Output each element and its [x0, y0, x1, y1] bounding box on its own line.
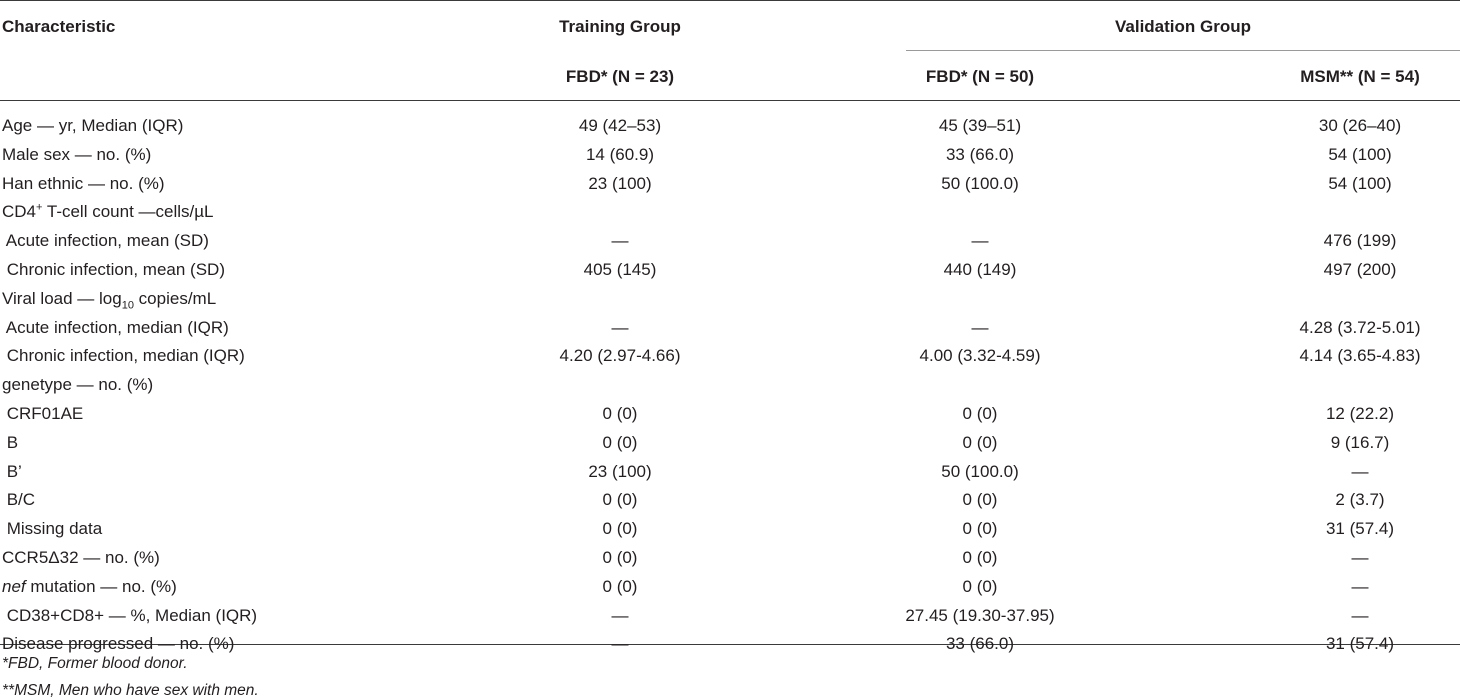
row-value-v3: 54 (100): [1328, 144, 1392, 164]
row-value-v2: 50 (100.0): [941, 461, 1019, 481]
row-label: Acute infection, mean (SD): [2, 231, 209, 251]
row-value-v1: 0 (0): [602, 548, 638, 567]
header-col-training-fbd: FBD* (N = 23): [565, 67, 675, 86]
row-value-v2: 0 (0): [962, 548, 998, 567]
header-col-validation-msm: MSM** (N = 54): [1300, 67, 1420, 86]
row-value-v3: —: [1351, 461, 1369, 481]
row-value-v1: —: [611, 605, 629, 625]
row-label: genetype — no. (%): [2, 375, 154, 395]
row-value-v3: 4.14 (3.65-4.83): [1299, 346, 1421, 366]
row-value-v1: —: [611, 317, 629, 337]
row-value-v1: —: [611, 231, 629, 251]
row-value-v3: —: [1351, 576, 1369, 596]
row-label: nef mutation — no. (%): [2, 576, 177, 596]
footnote-msm: **MSM, Men who have sex with men.: [2, 682, 259, 699]
row-value-v1: —: [611, 634, 629, 654]
row-label: CRF01AE: [2, 404, 84, 423]
row-value-v2: 440 (149): [943, 260, 1017, 279]
row-label: Viral load — log10 copies/mL: [2, 288, 217, 312]
row-value-v3: 476 (199): [1323, 231, 1397, 251]
row-value-v2: 0 (0): [962, 432, 998, 452]
row-value-v2: 0 (0): [962, 519, 998, 539]
row-value-v1: 0 (0): [602, 404, 638, 423]
row-value-v3: 12 (22.2): [1325, 404, 1395, 423]
row-value-v2: 4.00 (3.32-4.59): [919, 346, 1041, 366]
row-value-v3: 497 (200): [1323, 260, 1397, 279]
row-value-v1: 4.20 (2.97-4.66): [559, 346, 681, 366]
row-label: CCR5Δ32 — no. (%): [2, 548, 160, 567]
row-value-v3: 4.28 (3.72-5.01): [1299, 317, 1421, 337]
header-col-validation-fbd: FBD* (N = 50): [925, 67, 1035, 86]
footnote-fbd: *FBD, Former blood donor.: [2, 655, 188, 672]
row-value-v2: —: [971, 317, 989, 337]
row-value-v2: 50 (100.0): [941, 173, 1019, 193]
row-value-v3: 2 (3.7): [1335, 490, 1385, 510]
row-label: CD38+CD8+ — %, Median (IQR): [2, 605, 258, 625]
row-value-v1: 0 (0): [602, 519, 638, 539]
row-value-v3: 30 (26–40): [1318, 116, 1402, 135]
row-value-v1: 0 (0): [602, 576, 638, 596]
row-label: Disease progressed — no. (%): [2, 634, 235, 654]
row-label: Acute infection, median (IQR): [2, 317, 229, 337]
row-value-v1: 49 (42–53): [578, 116, 662, 135]
row-label: Male sex — no. (%): [2, 144, 152, 164]
row-value-v2: 33 (66.0): [945, 144, 1015, 164]
row-label: B’: [2, 461, 22, 481]
row-value-v2: 33 (66.0): [945, 634, 1015, 654]
row-value-v1: 0 (0): [602, 490, 638, 510]
row-value-v2: 45 (39–51): [938, 116, 1022, 135]
row-value-v3: 54 (100): [1328, 173, 1392, 193]
row-label: Chronic infection, median (IQR): [2, 346, 245, 366]
row-value-v3: 31 (57.4): [1325, 519, 1395, 539]
top-rule: [0, 0, 1460, 1]
row-value-v1: 0 (0): [602, 432, 638, 452]
header-bottom-rule: [0, 100, 1460, 101]
row-label: CD4+ T-cell count —cells/µL: [2, 201, 214, 222]
row-value-v1: 14 (60.9): [585, 144, 655, 164]
row-value-v1: 405 (145): [583, 260, 657, 279]
row-value-v3: —: [1351, 605, 1369, 625]
row-label: B: [2, 432, 19, 452]
row-label: Chronic infection, mean (SD): [2, 260, 225, 279]
row-value-v1: 23 (100): [588, 173, 652, 193]
row-value-v2: —: [971, 231, 989, 251]
row-value-v1: 23 (100): [588, 461, 652, 481]
row-label: Age — yr, Median (IQR): [2, 116, 184, 135]
header-training-group: Training Group: [559, 17, 681, 36]
row-value-v2: 0 (0): [962, 490, 998, 510]
row-value-v2: 27.45 (19.30-37.95): [905, 605, 1055, 625]
row-value-v2: 0 (0): [962, 404, 998, 423]
row-label: Han ethnic — no. (%): [2, 173, 165, 193]
row-label: B/C: [2, 490, 36, 510]
row-label: Missing data: [2, 519, 103, 539]
table-bottom-rule: [0, 644, 1460, 645]
row-value-v3: 31 (57.4): [1325, 634, 1395, 654]
validation-group-rule: [906, 50, 1460, 51]
header-characteristic: Characteristic: [2, 17, 116, 36]
row-value-v2: 0 (0): [962, 576, 998, 596]
row-value-v3: —: [1351, 548, 1369, 567]
row-value-v3: 9 (16.7): [1330, 432, 1390, 452]
header-validation-group: Validation Group: [1114, 17, 1251, 36]
